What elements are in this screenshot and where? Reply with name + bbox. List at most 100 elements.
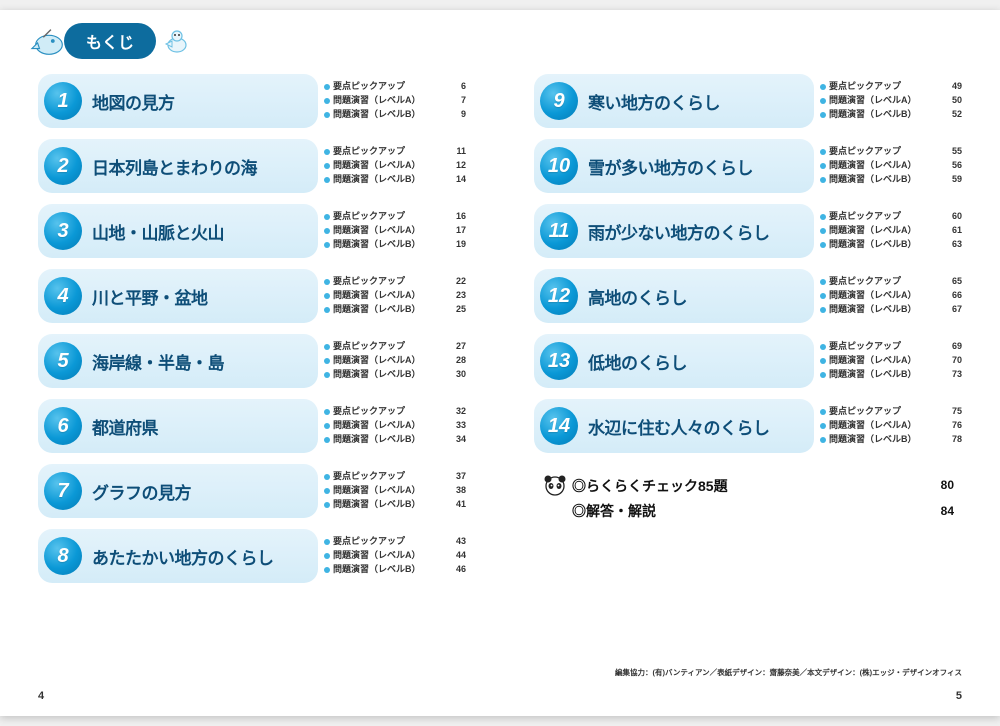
bullet-icon [324,553,330,559]
toc-sub-page: 65 [940,275,962,289]
toc-entry-title: 海岸線・半島・島 [92,349,224,374]
toc-sub-row: 要点ピックアップ43 [324,535,466,549]
panda-mascot-icon [540,472,570,500]
toc-entry-subitems: 要点ピックアップ65問題演習（レベルA）66問題演習（レベルB）67 [814,269,962,323]
toc-sub-page: 56 [940,159,962,173]
toc-entry-subitems: 要点ピックアップ60問題演習（レベルA）61問題演習（レベルB）63 [814,204,962,258]
toc-sub-row: 問題演習（レベルA）61 [820,224,962,238]
toc-sub-page: 17 [444,224,466,238]
toc-sub-label: 問題演習（レベルB） [333,433,444,447]
toc-sub-page: 43 [444,535,466,549]
toc-sub-row: 問題演習（レベルA）66 [820,289,962,303]
toc-extra-label: ◎らくらくチェック85題 [572,475,924,497]
toc-entry: 10雪が多い地方のくらし要点ピックアップ55問題演習（レベルA）56問題演習（レ… [534,139,962,193]
toc-entry-number: 5 [44,342,82,380]
toc-sub-page: 76 [940,419,962,433]
toc-entry-title: グラフの見方 [92,479,191,504]
toc-sub-label: 問題演習（レベルB） [829,173,940,187]
toc-entry-subitems: 要点ピックアップ43問題演習（レベルA）44問題演習（レベルB）46 [318,529,466,583]
toc-entry-title: 寒い地方のくらし [588,89,720,114]
bullet-icon [324,344,330,350]
toc-entry-subitems: 要点ピックアップ11問題演習（レベルA）12問題演習（レベルB）14 [318,139,466,193]
toc-sub-page: 9 [444,108,466,122]
bullet-icon [324,242,330,248]
toc-extra-label: ◎解答・解説 [572,500,924,522]
toc-header: もくじ [30,22,962,60]
toc-entry: 7グラフの見方要点ピックアップ37問題演習（レベルA）38問題演習（レベルB）4… [38,464,466,518]
toc-entry-number: 6 [44,407,82,445]
toc-entry-number: 14 [540,407,578,445]
toc-entry-title: 低地のくらし [588,349,687,374]
toc-sub-page: 46 [444,563,466,577]
bullet-icon [324,84,330,90]
toc-sub-page: 66 [940,289,962,303]
toc-sub-row: 問題演習（レベルB）78 [820,433,962,447]
toc-entry-card: 5 海岸線・半島・島 [38,334,318,388]
toc-sub-row: 問題演習（レベルA）38 [324,484,466,498]
toc-sub-label: 問題演習（レベルA） [829,224,940,238]
toc-sub-page: 44 [444,549,466,563]
toc-sub-page: 33 [444,419,466,433]
bullet-icon [820,177,826,183]
bullet-icon [820,149,826,155]
toc-entry-title: 山地・山脈と火山 [92,219,224,244]
bullet-icon [820,228,826,234]
toc-sub-row: 問題演習（レベルB）41 [324,498,466,512]
toc-entry-subitems: 要点ピックアップ27問題演習（レベルA）28問題演習（レベルB）30 [318,334,466,388]
toc-sub-page: 7 [444,94,466,108]
toc-sub-label: 問題演習（レベルB） [333,368,444,382]
toc-sub-label: 問題演習（レベルA） [333,224,444,238]
bullet-icon [324,502,330,508]
toc-sub-row: 要点ピックアップ55 [820,145,962,159]
page-number-right: 5 [956,690,962,702]
toc-sub-label: 問題演習（レベルA） [333,484,444,498]
bullet-icon [820,409,826,415]
bullet-icon [324,539,330,545]
bullet-icon [324,228,330,234]
bullet-icon [820,279,826,285]
toc-sub-label: 問題演習（レベルB） [333,563,444,577]
toc-sub-label: 問題演習（レベルB） [333,303,444,317]
toc-sub-row: 要点ピックアップ60 [820,210,962,224]
toc-sub-page: 75 [940,405,962,419]
bullet-icon [820,423,826,429]
toc-entry-card: 4川と平野・盆地 [38,269,318,323]
bullet-icon [324,307,330,313]
toc-entry: 3山地・山脈と火山要点ピックアップ16問題演習（レベルA）17問題演習（レベルB… [38,204,466,258]
toc-entry-subitems: 要点ピックアップ22問題演習（レベルA）23問題演習（レベルB）25 [318,269,466,323]
toc-entry-title: 雨が少ない地方のくらし [588,219,770,244]
toc-sub-page: 14 [444,173,466,187]
toc-sub-label: 問題演習（レベルA） [829,159,940,173]
toc-sub-row: 問題演習（レベルB）34 [324,433,466,447]
toc-sub-page: 34 [444,433,466,447]
toc-sub-page: 41 [444,498,466,512]
toc-entry: 13低地のくらし要点ピックアップ69問題演習（レベルA）70問題演習（レベルB）… [534,334,962,388]
toc-entry-number: 9 [540,82,578,120]
toc-sub-label: 要点ピックアップ [333,470,444,484]
toc-entry-card: 11雨が少ない地方のくらし [534,204,814,258]
toc-extra-page: 80 [924,476,954,495]
toc-sub-label: 問題演習（レベルB） [829,433,940,447]
toc-sub-row: 要点ピックアップ11 [324,145,466,159]
toc-sub-label: 問題演習（レベルA） [333,94,444,108]
toc-sub-label: 問題演習（レベルB） [333,238,444,252]
credit-line: 編集協力：(有)バンティアン／表紙デザイン：齋藤奈美／本文デザイン：(株)エッジ… [615,667,962,678]
toc-sub-label: 要点ピックアップ [829,275,940,289]
toc-sub-row: 問題演習（レベルB）67 [820,303,962,317]
bullet-icon [324,279,330,285]
shark-mascot-icon [30,22,68,60]
toc-sub-row: 問題演習（レベルB）25 [324,303,466,317]
toc-sub-label: 要点ピックアップ [333,80,444,94]
toc-entry-title: 都道府県 [92,414,158,439]
toc-sub-row: 問題演習（レベルB）59 [820,173,962,187]
toc-entry-title: 高地のくらし [588,284,687,309]
toc-sub-row: 問題演習（レベルB）52 [820,108,962,122]
toc-sub-row: 問題演習（レベルA）70 [820,354,962,368]
bullet-icon [324,214,330,220]
toc-sub-row: 要点ピックアップ49 [820,80,962,94]
toc-entry-subitems: 要点ピックアップ16問題演習（レベルA）17問題演習（レベルB）19 [318,204,466,258]
bullet-icon [820,372,826,378]
toc-entry-subitems: 要点ピックアップ49問題演習（レベルA）50問題演習（レベルB）52 [814,74,962,128]
toc-sub-row: 要点ピックアップ65 [820,275,962,289]
toc-entry: 6都道府県要点ピックアップ32問題演習（レベルA）33問題演習（レベルB）34 [38,399,466,453]
